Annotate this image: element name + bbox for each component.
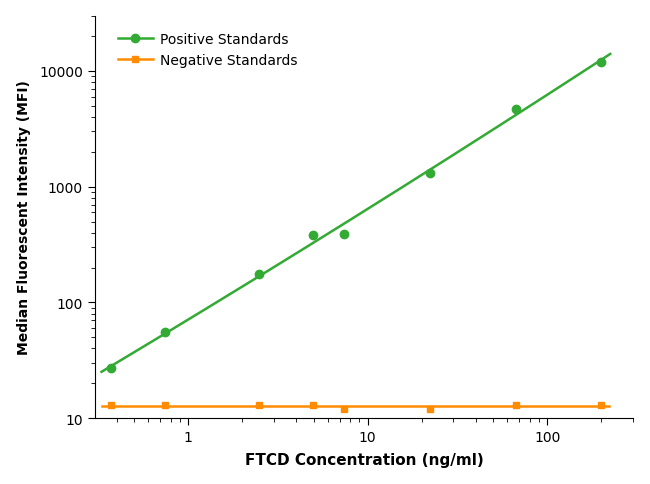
Negative Standards: [107, 402, 114, 408]
Negative Standards: [161, 402, 168, 408]
X-axis label: FTCD Concentration (ng/ml): FTCD Concentration (ng/ml): [244, 453, 484, 468]
Positive Standards: [255, 272, 263, 278]
Negative Standards: [426, 406, 434, 412]
Line: Negative Standards: Negative Standards: [107, 402, 604, 413]
Negative Standards: [255, 402, 263, 408]
Negative Standards: [512, 402, 519, 408]
Negative Standards: [597, 402, 605, 408]
Positive Standards: [426, 171, 434, 177]
Negative Standards: [341, 406, 348, 412]
Positive Standards: [341, 232, 348, 238]
Negative Standards: [309, 402, 317, 408]
Positive Standards: [107, 365, 114, 371]
Positive Standards: [309, 233, 317, 239]
Legend: Positive Standards, Negative Standards: Positive Standards, Negative Standards: [112, 28, 303, 74]
Positive Standards: [597, 60, 605, 65]
Line: Positive Standards: Positive Standards: [107, 59, 605, 373]
Positive Standards: [161, 330, 168, 336]
Y-axis label: Median Fluorescent Intensity (MFI): Median Fluorescent Intensity (MFI): [17, 80, 31, 355]
Positive Standards: [512, 107, 519, 113]
